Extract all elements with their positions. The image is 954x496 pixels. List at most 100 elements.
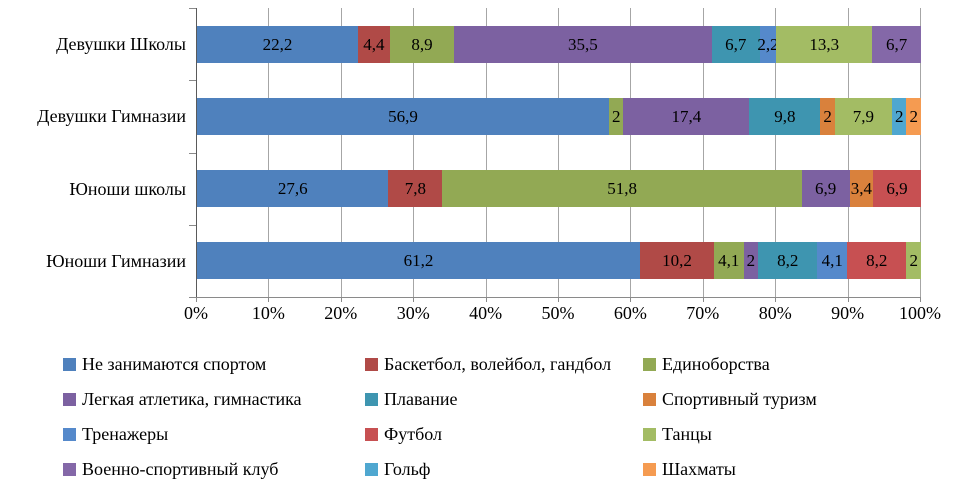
category-label: Юноши школы xyxy=(69,178,186,199)
legend-item: Плавание xyxy=(365,389,643,410)
bar-segment: 8,9 xyxy=(389,25,455,63)
bar-segment: 7,9 xyxy=(834,97,892,135)
gridline xyxy=(702,8,704,297)
legend-swatch-icon xyxy=(643,393,656,406)
legend-label: Спортивный туризм xyxy=(662,389,817,409)
x-axis-label: 20% xyxy=(324,303,358,323)
axis-tick xyxy=(189,297,196,298)
data-label: 51,8 xyxy=(607,179,637,199)
data-label: 4,1 xyxy=(718,251,740,271)
bar-segment: 2 xyxy=(891,97,907,135)
bar-segment: 51,8 xyxy=(442,170,802,208)
bar-segment: 4,1 xyxy=(713,242,744,280)
legend-item: Футбол xyxy=(365,424,643,445)
data-label: 13,3 xyxy=(809,34,840,54)
legend-swatch-icon xyxy=(365,463,378,476)
axis-tick xyxy=(413,297,415,302)
legend-item: Шахматы xyxy=(643,459,933,480)
x-axis-label: 0% xyxy=(184,303,208,323)
bar-segment: 17,4 xyxy=(623,97,750,135)
axis-tick xyxy=(189,80,196,81)
axis-tick xyxy=(196,297,197,302)
legend-item: Танцы xyxy=(643,424,933,445)
bar-segment: 2 xyxy=(743,242,759,280)
data-label: 4,1 xyxy=(821,251,843,271)
bar-segment: 2 xyxy=(608,97,624,135)
gridline xyxy=(268,8,270,297)
legend-swatch-icon xyxy=(63,463,76,476)
data-label: 8,2 xyxy=(777,251,799,271)
category-label: Девушки Школы xyxy=(56,34,186,55)
axis-tick xyxy=(268,297,270,302)
data-label: 56,9 xyxy=(388,106,418,126)
legend-item: Гольф xyxy=(365,459,643,480)
x-axis-label: 70% xyxy=(686,303,720,323)
legend-swatch-icon xyxy=(365,428,378,441)
gridline xyxy=(413,8,415,297)
data-label: 2 xyxy=(909,106,918,126)
axis-tick xyxy=(485,297,487,302)
bar-segment: 13,3 xyxy=(776,25,873,63)
legend-label: Гольф xyxy=(384,459,431,479)
gridline xyxy=(775,8,777,297)
bar-segment: 4,4 xyxy=(357,25,390,63)
legend-label: Не занимаются спортом xyxy=(82,354,267,374)
data-label: 7,9 xyxy=(852,106,875,126)
category-label: Девушки Гимназии xyxy=(37,106,186,127)
data-label: 2 xyxy=(611,106,621,126)
legend-item: Военно-спортивный клуб xyxy=(63,459,365,480)
x-axis-label: 60% xyxy=(613,303,647,323)
bar-segment: 8,2 xyxy=(847,242,907,280)
x-axis-label: 40% xyxy=(469,303,503,323)
gridline xyxy=(847,8,849,297)
data-label: 2,2 xyxy=(757,34,779,54)
legend-swatch-icon xyxy=(643,358,656,371)
plot-area: 22,2 4,4 8,9 35,5 6,7 2,2 13,3 6,7 56,9 2 17,4 9,8 2… xyxy=(189,8,921,302)
axis-tick xyxy=(702,297,704,302)
legend-label: Футбол xyxy=(384,424,442,444)
data-label: 6,9 xyxy=(886,179,908,199)
data-label: 2 xyxy=(823,106,832,126)
x-axis-label: 30% xyxy=(396,303,430,323)
data-label: 6,9 xyxy=(814,179,837,199)
bar-segment: 9,8 xyxy=(749,97,821,135)
legend-label: Военно-спортивный клуб xyxy=(82,459,279,479)
gridline xyxy=(920,8,921,297)
bar-segment: 56,9 xyxy=(197,97,609,135)
x-axis-label: 100% xyxy=(899,303,941,323)
legend-item: Легкая атлетика, гимнастика xyxy=(63,389,365,410)
data-label: 6,7 xyxy=(886,34,908,54)
axis-tick xyxy=(189,153,196,154)
gridline xyxy=(340,8,342,297)
data-label: 61,2 xyxy=(403,251,434,271)
bar-segment: 2 xyxy=(906,97,921,135)
bar-segment: 3,4 xyxy=(849,170,874,208)
legend-label: Тренажеры xyxy=(82,424,169,444)
legend-item: Баскетбол, волейбол, гандбол xyxy=(365,354,643,375)
legend-label: Танцы xyxy=(662,424,712,444)
legend-label: Легкая атлетика, гимнастика xyxy=(82,389,302,409)
legend-swatch-icon xyxy=(63,358,76,371)
gridline xyxy=(558,8,559,297)
data-label: 3,4 xyxy=(850,179,872,199)
bar-row: 56,9 2 17,4 9,8 2 7,9 2 2 xyxy=(197,97,921,135)
data-label: 17,4 xyxy=(671,106,702,126)
bar-segment: 61,2 xyxy=(197,242,641,280)
bar-segment: 4,1 xyxy=(817,242,848,280)
bar-row: 22,2 4,4 8,9 35,5 6,7 2,2 13,3 6,7 xyxy=(197,25,921,63)
axis-tick xyxy=(558,297,559,302)
data-label: 6,7 xyxy=(725,34,747,54)
axis-tick xyxy=(189,225,196,226)
axis-tick xyxy=(775,297,777,302)
axis-tick xyxy=(920,297,921,302)
data-label: 8,9 xyxy=(411,34,433,54)
legend-label: Шахматы xyxy=(662,459,736,479)
axis-tick xyxy=(847,297,849,302)
bar-row: 27,6 7,8 51,8 6,9 3,4 6,9 xyxy=(197,170,921,208)
data-label: 22,2 xyxy=(262,34,293,54)
data-label: 8,2 xyxy=(866,251,888,271)
bar-segment: 7,8 xyxy=(388,170,443,208)
data-label: 35,5 xyxy=(568,34,598,54)
x-axis-label: 90% xyxy=(831,303,865,323)
